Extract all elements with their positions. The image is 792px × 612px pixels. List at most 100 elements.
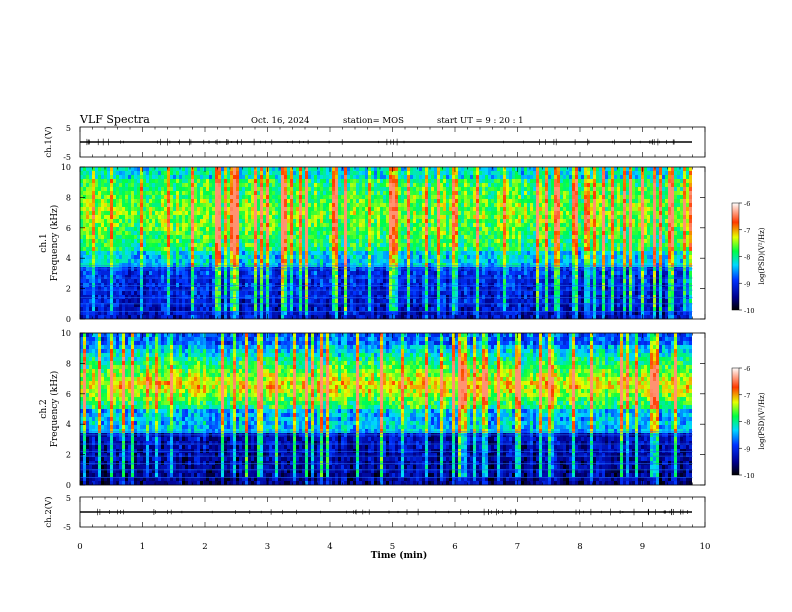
spec1-cell — [317, 263, 320, 268]
spec1-cell — [116, 199, 119, 204]
spec1-cell — [83, 247, 86, 252]
spec1-cell — [116, 303, 119, 308]
spec1-cell — [368, 203, 371, 208]
spec1-cell — [407, 287, 410, 292]
spec1-cell — [308, 219, 311, 224]
spec1-cell — [455, 279, 458, 284]
spec1-cell — [161, 307, 164, 312]
spec1-cell — [110, 219, 113, 224]
spec1-cell — [89, 223, 92, 228]
spec1-cell — [212, 183, 215, 188]
spec1-cell — [320, 303, 323, 308]
spec1-cell — [287, 259, 290, 264]
spec1-cell — [98, 183, 101, 188]
spec1-cell — [293, 299, 296, 304]
spec1-cell — [86, 291, 89, 296]
spec1-cell — [149, 215, 152, 220]
spec1-cell — [311, 247, 314, 252]
spec1-cell — [335, 279, 338, 284]
spec1-cell — [404, 179, 407, 184]
spec1-cell — [377, 243, 380, 248]
spec1-cell — [107, 311, 110, 316]
spec1-cell — [335, 247, 338, 252]
spec1-cell — [170, 171, 173, 176]
spec1-cell — [395, 207, 398, 212]
spec1-cell — [146, 255, 149, 260]
spec1-cell — [302, 223, 305, 228]
spec1-cell — [155, 279, 158, 284]
spec1-cell — [119, 263, 122, 268]
spec1-cell — [446, 271, 449, 276]
spec1-cell — [338, 219, 341, 224]
spec1-cell — [356, 307, 359, 312]
spec1-cell — [365, 231, 368, 236]
spec1-cell — [116, 179, 119, 184]
spec1-cell — [86, 263, 89, 268]
spec1-cell — [377, 315, 380, 319]
spec1-cell — [407, 251, 410, 256]
spec1-cell — [218, 247, 221, 252]
spec1-cell — [431, 315, 434, 319]
spec1-cell — [416, 251, 419, 256]
spec1-cell — [284, 207, 287, 212]
spec1-cell — [233, 199, 236, 204]
spec1-cell — [203, 199, 206, 204]
spec1-cell — [287, 295, 290, 300]
spec1-cell — [227, 171, 230, 176]
spec1-cell — [83, 239, 86, 244]
spec1-cell — [395, 195, 398, 200]
spec1-cell — [254, 251, 257, 256]
spec1-cell — [248, 199, 251, 204]
spec1-cell — [461, 167, 464, 172]
spec1-cell — [338, 167, 341, 172]
spec1-cell — [308, 263, 311, 268]
spec1-cell — [224, 255, 227, 260]
spec1-cell — [395, 271, 398, 276]
spec1-cell — [284, 223, 287, 228]
spec1-cell — [92, 287, 95, 292]
spec1-cell — [230, 231, 233, 236]
spec1-cell — [308, 203, 311, 208]
spec1-cell — [134, 243, 137, 248]
spec1-cell — [407, 271, 410, 276]
spec1-cell — [149, 279, 152, 284]
spec1-cell — [128, 315, 131, 319]
spec1-cell — [107, 231, 110, 236]
spec1-cell — [302, 291, 305, 296]
spec1-cell — [464, 219, 467, 224]
spec1-cell — [242, 291, 245, 296]
spec1-cell — [293, 179, 296, 184]
spec1-cell — [311, 271, 314, 276]
spec1-cell — [443, 171, 446, 176]
spec1-cell — [146, 207, 149, 212]
spec1-cell — [272, 195, 275, 200]
spec1-cell — [119, 175, 122, 180]
spec1-cell — [158, 263, 161, 268]
spec1-cell — [290, 259, 293, 264]
spec1-cell — [437, 239, 440, 244]
spec1-cell — [143, 219, 146, 224]
spec1-cell — [314, 191, 317, 196]
spec1-cell — [80, 179, 83, 184]
spec1-cell — [95, 235, 98, 240]
spec1-cell — [365, 259, 368, 264]
spec1-cell — [206, 239, 209, 244]
spec1-cell — [449, 243, 452, 248]
spec1-cell — [92, 195, 95, 200]
spec1-cell — [278, 191, 281, 196]
spec1-cell — [191, 247, 194, 252]
spec1-cell — [317, 251, 320, 256]
spec1-cell — [251, 255, 254, 260]
spec1-cell — [413, 215, 416, 220]
spec1-cell — [86, 195, 89, 200]
spec1-cell — [404, 175, 407, 180]
spec1-cell — [107, 259, 110, 264]
spec1-cell — [266, 303, 269, 308]
spec1-cell — [353, 215, 356, 220]
spec1-cell — [230, 195, 233, 200]
spec1-cell — [167, 263, 170, 268]
spec1-cell — [260, 219, 263, 224]
spec1-cell — [170, 203, 173, 208]
spec1-cell — [239, 271, 242, 276]
spec1-cell — [257, 211, 260, 216]
